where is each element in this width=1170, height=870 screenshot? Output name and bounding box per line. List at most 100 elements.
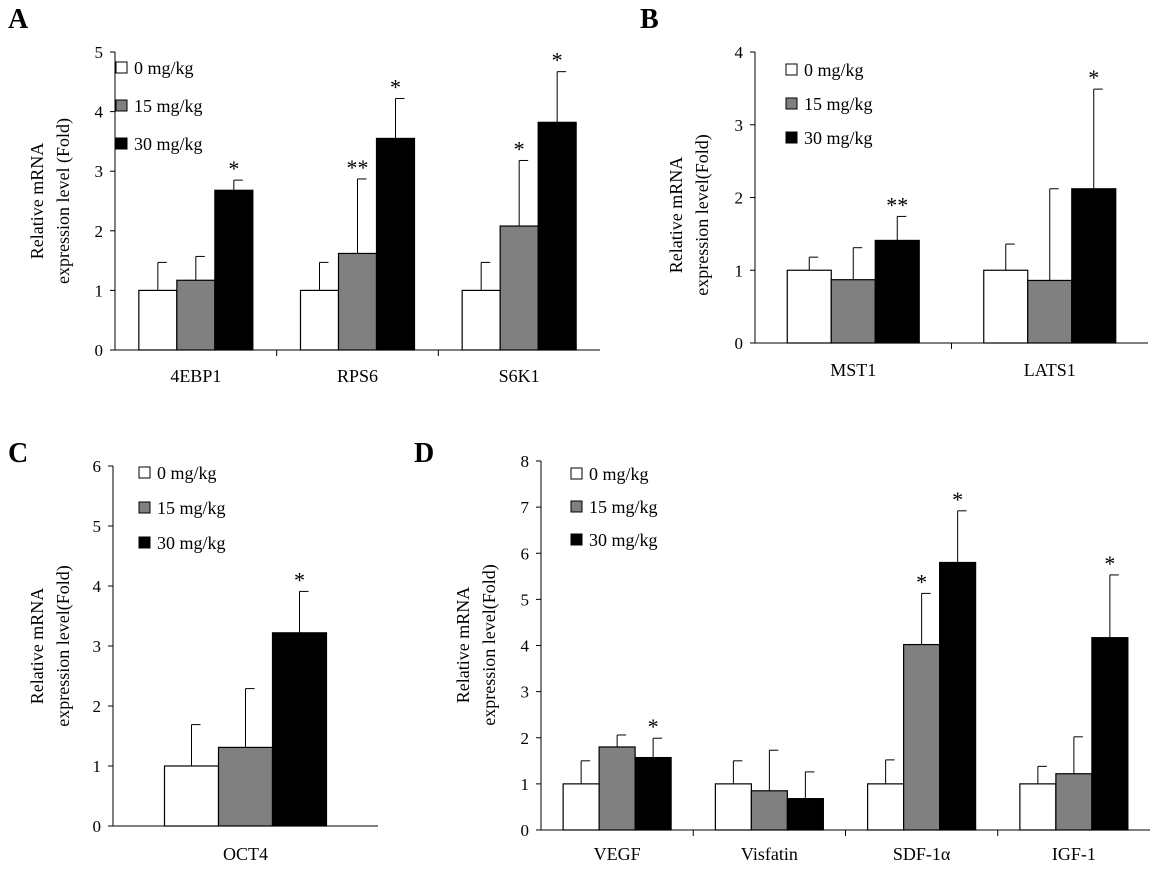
chart-panel-a: A Relative mRNA expression level (Fold) 0 1 2… <box>8 4 600 386</box>
legend-swatch-c <box>138 501 151 514</box>
y-tick-label-d: 7 <box>521 498 530 517</box>
legend-label-a: 30 mg/kg <box>134 134 203 154</box>
legend-label-b: 15 mg/kg <box>804 94 873 114</box>
bar-a-rps6-2 <box>375 137 416 351</box>
x-tick-label-a: 4EBP1 <box>170 366 221 386</box>
legend-label-a: 15 mg/kg <box>134 96 203 116</box>
y-tick-label-d: 6 <box>521 544 530 563</box>
legend-a: 0 mg/kg 15 mg/kg 30 mg/kg <box>115 58 203 154</box>
bar-b-lats1-2 <box>1071 188 1117 344</box>
y-tick-label-a: 2 <box>95 222 104 241</box>
x-tick-label-a: S6K1 <box>499 366 540 386</box>
panel-label-c: C <box>8 438 28 469</box>
bar-d-sdf-1--2 <box>939 561 977 831</box>
x-tick-label-d: IGF-1 <box>1052 844 1096 864</box>
legend-swatch-c <box>138 536 151 549</box>
bar-a-s6k1-2 <box>537 121 577 351</box>
y-axis-label-a: expression level (Fold) <box>53 118 74 284</box>
legend-swatch-b <box>785 97 798 110</box>
significance-marker-b: ** <box>886 192 908 217</box>
legend-swatch-b <box>785 131 798 144</box>
bar-d-igf-1-2 <box>1091 637 1129 831</box>
bar-d-igf-1-1 <box>1055 773 1093 831</box>
y-tick-label-c: 0 <box>93 817 102 836</box>
bar-d-sdf-1--1 <box>903 643 941 831</box>
y-tick-label-a: 0 <box>95 341 104 360</box>
bar-a-s6k1-1 <box>499 225 539 351</box>
legend-label-d: 0 mg/kg <box>589 464 649 484</box>
legend-swatch-c <box>138 466 151 479</box>
significance-marker-c: * <box>294 567 305 592</box>
y-tick-label-c: 6 <box>93 457 102 476</box>
bar-d-visfatin-0 <box>714 783 752 831</box>
bar-a-4ebp1-2 <box>214 189 254 351</box>
bar-b-lats1-1 <box>1027 279 1073 344</box>
significance-marker-a: * <box>514 136 525 161</box>
x-tick-label-c: OCT4 <box>223 844 268 864</box>
x-tick-label-d: SDF-1α <box>893 844 951 864</box>
chart-panel-d: D Relative mRNA expression level(Fold) 0 1 2 3… <box>414 438 1150 864</box>
y-tick-label-d: 4 <box>521 637 530 656</box>
panel-label-a: A <box>8 4 29 35</box>
y-axis-label-b: Relative mRNA <box>666 157 686 273</box>
y-tick-label-d: 2 <box>521 729 530 748</box>
significance-marker-d: * <box>952 487 963 512</box>
bar-b-mst1-2 <box>874 239 920 344</box>
x-tick-label-d: VEGF <box>594 844 641 864</box>
bar-d-vegf-0 <box>562 783 600 831</box>
significance-marker-d: * <box>916 569 927 594</box>
bar-a-4ebp1-1 <box>176 279 216 351</box>
y-axis-label-d: expression level(Fold) <box>479 564 500 725</box>
bar-c-oct4-2 <box>271 632 328 827</box>
legend-label-b: 30 mg/kg <box>804 128 873 148</box>
significance-marker-d: * <box>1104 551 1115 576</box>
chart-panel-b: B Relative mRNA expression level(Fold) 0 1 2 3… <box>640 4 1148 380</box>
significance-marker-a: * <box>228 156 239 181</box>
bar-c-oct4-1 <box>217 746 274 827</box>
legend-label-d: 15 mg/kg <box>589 497 658 517</box>
y-tick-label-b: 1 <box>735 261 744 280</box>
legend-label-d: 30 mg/kg <box>589 530 658 550</box>
y-tick-label-d: 3 <box>521 683 530 702</box>
y-tick-label-a: 5 <box>95 43 104 62</box>
legend-swatch-d <box>570 500 583 513</box>
x-tick-label-b: MST1 <box>830 360 876 380</box>
y-tick-label-c: 4 <box>93 577 102 596</box>
y-tick-label-d: 1 <box>521 775 530 794</box>
y-tick-label-a: 3 <box>95 162 104 181</box>
panel-label-d: D <box>414 438 434 469</box>
legend-label-b: 0 mg/kg <box>804 60 864 80</box>
chart-panel-c: C Relative mRNA expression level(Fold) 0 1 2 3… <box>8 438 378 864</box>
legend-label-c: 30 mg/kg <box>157 533 226 553</box>
panel-label-b: B <box>640 4 659 35</box>
significance-marker-a: * <box>390 74 401 99</box>
y-tick-label-b: 2 <box>735 189 744 208</box>
bar-a-s6k1-0 <box>461 289 501 351</box>
y-tick-label-c: 3 <box>93 637 102 656</box>
y-tick-label-b: 4 <box>735 43 744 62</box>
significance-marker-b: * <box>1088 65 1099 90</box>
x-tick-label-d: Visfatin <box>741 844 798 864</box>
bar-d-visfatin-1 <box>750 790 788 831</box>
y-axis-label-d: Relative mRNA <box>453 587 473 703</box>
legend-swatch-a <box>115 137 128 150</box>
y-tick-label-d: 0 <box>521 821 530 840</box>
bar-d-igf-1-0 <box>1019 783 1057 831</box>
x-tick-label-a: RPS6 <box>337 366 378 386</box>
bar-b-mst1-0 <box>786 269 832 344</box>
bar-b-lats1-0 <box>983 269 1029 344</box>
y-tick-label-b: 0 <box>735 334 744 353</box>
significance-marker-a: ** <box>347 155 369 180</box>
legend-b: 0 mg/kg 15 mg/kg 30 mg/kg <box>785 60 873 148</box>
legend-swatch-b <box>785 63 798 76</box>
bar-d-vegf-2 <box>634 756 672 831</box>
y-tick-label-c: 1 <box>93 757 102 776</box>
bar-a-4ebp1-0 <box>138 289 178 351</box>
legend-swatch-a <box>115 99 128 112</box>
legend-swatch-d <box>570 533 583 546</box>
y-axis-label-a: Relative mRNA <box>27 143 47 259</box>
y-tick-label-c: 5 <box>93 517 102 536</box>
significance-marker-a: * <box>552 48 563 73</box>
bar-a-rps6-0 <box>299 289 340 351</box>
